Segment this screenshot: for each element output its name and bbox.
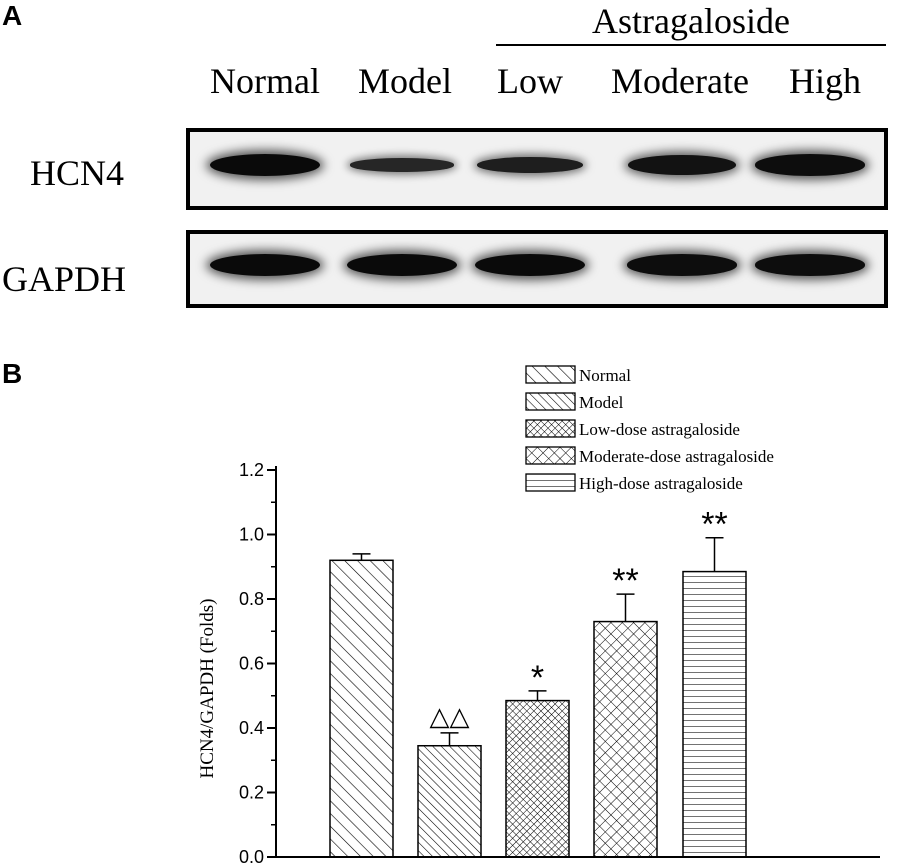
legend-swatch: [525, 392, 576, 411]
y-tick-label: 0.8: [239, 589, 264, 609]
band-gapdh-3: [475, 254, 585, 276]
band-hcn4-4: [627, 155, 737, 175]
lane-label-moderate: Moderate: [611, 61, 749, 101]
band-hcn4-2: [349, 158, 455, 172]
bar: [593, 620, 658, 858]
band-gapdh-1: [210, 254, 320, 276]
lane-label-model: Model: [358, 61, 452, 101]
legend-label: High-dose astragaloside: [579, 474, 743, 493]
band-gapdh-5: [755, 254, 865, 276]
band-gapdh-4: [627, 254, 737, 276]
astragaloside-group-line: [496, 44, 886, 46]
bar: [505, 699, 570, 858]
legend-label: Normal: [579, 366, 631, 385]
significance-label: △△: [430, 701, 470, 731]
lane-label-low: Low: [497, 61, 563, 101]
panel-a-letter: A: [2, 0, 23, 31]
legend-label: Model: [579, 393, 624, 412]
row-label-hcn4: HCN4: [30, 153, 125, 193]
band-hcn4-3: [477, 157, 583, 173]
legend-swatch: [525, 365, 576, 384]
astragaloside-group-header: Astragaloside: [592, 1, 790, 41]
y-tick-label: 0.6: [239, 654, 264, 674]
legend-label: Low-dose astragaloside: [579, 420, 740, 439]
band-hcn4-1: [210, 154, 320, 176]
bar: [682, 570, 747, 858]
lane-label-normal: Normal: [210, 61, 320, 101]
y-tick-label: 1.0: [239, 525, 264, 545]
bar: [417, 744, 482, 858]
y-tick-label: 1.2: [239, 460, 264, 480]
row-label-gapdh: GAPDH: [2, 259, 127, 299]
y-tick-label: 0.2: [239, 783, 264, 803]
band-hcn4-5: [755, 154, 865, 176]
hcn4-blot: [186, 128, 888, 210]
legend-swatch: [525, 446, 576, 465]
significance-label: **: [701, 506, 727, 544]
y-axis-label: HCN4/GAPDH (Folds): [197, 599, 218, 779]
y-tick-label: 0.4: [239, 718, 264, 738]
bar: [329, 559, 394, 858]
significance-label: *: [531, 659, 544, 697]
lane-label-high: High: [789, 61, 861, 101]
legend-label: Moderate-dose astragaloside: [579, 447, 774, 466]
gapdh-blot: [186, 230, 888, 308]
significance-label: **: [612, 562, 638, 600]
panel-b-letter: B: [2, 358, 23, 389]
band-gapdh-2: [347, 254, 457, 276]
y-tick-label: 0.0: [239, 847, 264, 867]
legend-swatch: [525, 473, 576, 492]
legend-swatch: [525, 419, 576, 438]
